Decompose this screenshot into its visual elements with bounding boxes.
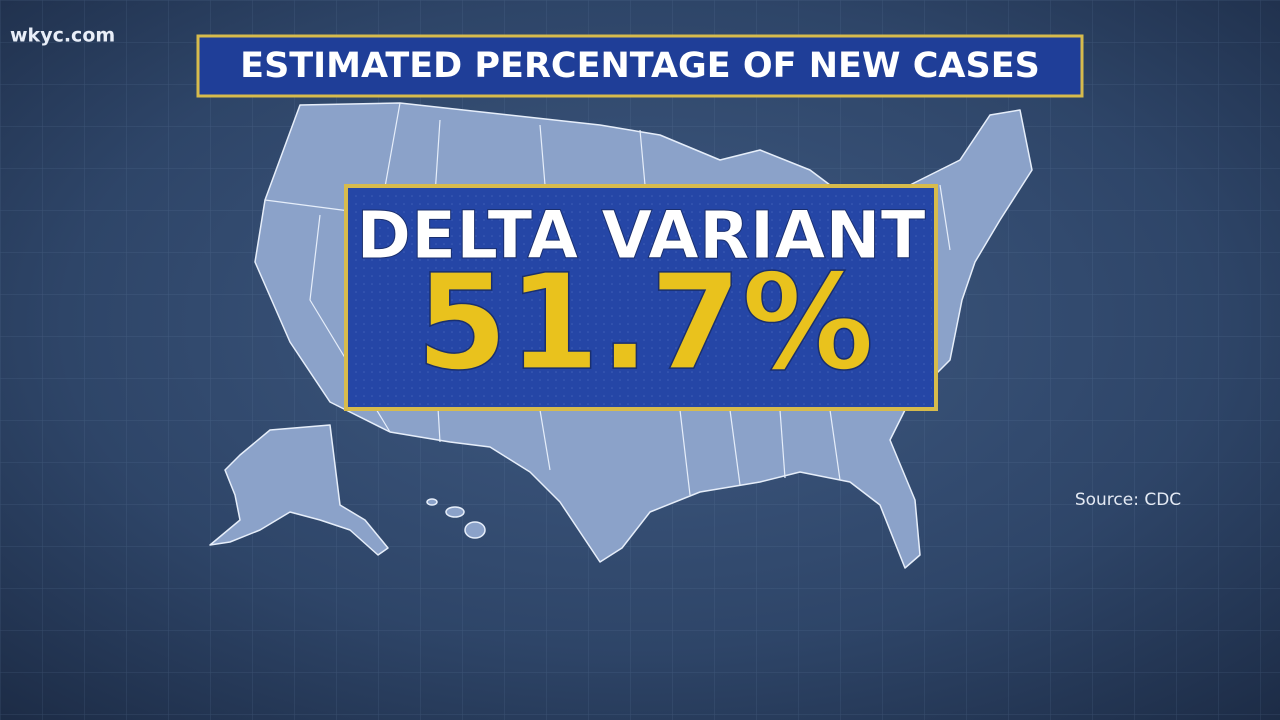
highlight-texture (350, 190, 932, 405)
watermark: wkyc.com (10, 25, 115, 47)
hawaii (445, 506, 465, 518)
highlight-label: DELTA VARIANT (356, 197, 925, 274)
source-note: Source: CDC (1075, 490, 1181, 510)
header-title: ESTIMATED PERCENTAGE OF NEW CASES (240, 46, 1040, 86)
hawaii (464, 521, 486, 539)
header-box (196, 34, 1084, 98)
hawaii (426, 498, 438, 506)
alaska (209, 424, 389, 556)
highlight-value: 51.7% (416, 246, 874, 400)
